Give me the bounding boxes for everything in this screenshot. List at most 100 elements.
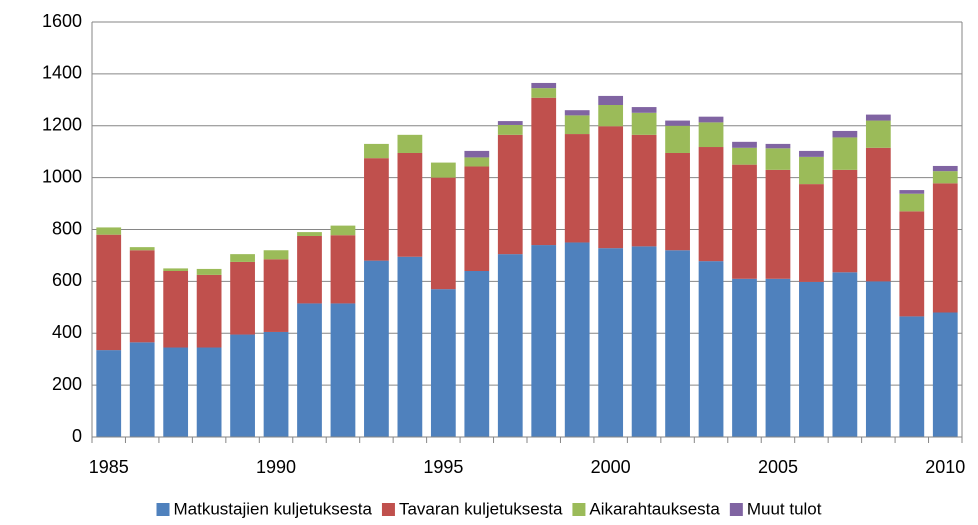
legend-swatch xyxy=(572,503,586,516)
bar-segment xyxy=(732,147,757,165)
bar-segment xyxy=(129,342,155,437)
bar-segment xyxy=(230,254,255,262)
bar-segment xyxy=(163,347,189,437)
bar-segment xyxy=(832,137,858,170)
bar-segment xyxy=(865,114,891,121)
legend-label: Tavaran kuljetuksesta xyxy=(399,499,563,518)
y-tick-label: 1200 xyxy=(42,115,82,135)
bar-segment xyxy=(598,248,624,437)
x-tick-label: 1995 xyxy=(423,457,463,477)
bar-segment xyxy=(397,256,423,437)
bar-segment xyxy=(330,235,356,304)
x-tick-label: 1990 xyxy=(256,457,296,477)
bar-segment xyxy=(899,190,925,194)
bar-segment xyxy=(297,232,322,236)
x-tick-label: 2005 xyxy=(758,457,798,477)
bar-segment xyxy=(932,312,958,437)
legend-label: Matkustajien kuljetuksesta xyxy=(174,499,373,518)
bar-segment xyxy=(598,105,624,127)
bar-segment xyxy=(96,234,122,351)
y-tick-label: 400 xyxy=(52,322,82,342)
y-tick-label: 1600 xyxy=(42,11,82,31)
bar-segment xyxy=(799,150,824,157)
bar-segment xyxy=(497,254,523,437)
bar-segment xyxy=(330,225,356,236)
bar-segment xyxy=(865,147,891,282)
bar-segment xyxy=(96,350,122,437)
bar-segment xyxy=(430,289,456,437)
bar-segment xyxy=(230,261,255,335)
bar-segment xyxy=(531,88,557,98)
bar-segment xyxy=(832,272,858,437)
bar-segment xyxy=(364,260,389,437)
bar-segment xyxy=(430,162,456,178)
bar-segment xyxy=(932,171,958,184)
bar-segment xyxy=(832,169,858,273)
bar-segment xyxy=(531,82,557,89)
bar-segment xyxy=(263,250,289,260)
bar-segment xyxy=(364,143,389,159)
bar-segment xyxy=(932,183,958,313)
bar-segment xyxy=(464,166,490,271)
bar-segment xyxy=(230,334,255,437)
bar-segment xyxy=(732,278,757,437)
bar-segment xyxy=(799,184,824,282)
bar-segment xyxy=(631,134,657,247)
bar-segment xyxy=(698,122,724,148)
bar-segment xyxy=(799,281,824,437)
bar-segment xyxy=(163,268,189,271)
bar-segment xyxy=(665,152,690,251)
bar-segment xyxy=(464,271,490,437)
bar-segment xyxy=(263,331,289,437)
bar-segment xyxy=(665,120,690,126)
bar-segment xyxy=(297,303,322,437)
bar-segment xyxy=(765,278,791,437)
bar-segment xyxy=(397,152,423,257)
bar-segment xyxy=(464,157,490,167)
x-tick-label: 2010 xyxy=(925,457,965,477)
x-tick-label: 2000 xyxy=(591,457,631,477)
bar-segment xyxy=(698,116,724,123)
bar-segment xyxy=(631,107,657,113)
bar-segment xyxy=(899,193,925,212)
bar-segment xyxy=(330,303,356,437)
bar-segment xyxy=(698,147,724,262)
bar-segment xyxy=(899,211,925,317)
bar-segment xyxy=(865,120,891,148)
bar-segment xyxy=(765,143,791,149)
legend-label: Muut tulot xyxy=(747,499,822,518)
bar-segment xyxy=(698,261,724,437)
legend-label: Aikarahtauksesta xyxy=(589,499,720,518)
y-tick-label: 1400 xyxy=(42,63,82,83)
bar-segment xyxy=(598,126,624,249)
bar-segment xyxy=(497,121,523,125)
bar-segment xyxy=(899,316,925,437)
legend-swatch xyxy=(729,503,743,516)
bar-segment xyxy=(765,148,791,170)
y-tick-label: 600 xyxy=(52,270,82,290)
bar-segment xyxy=(364,158,389,261)
bar-segment xyxy=(631,246,657,437)
bar-segment xyxy=(196,268,222,275)
bar-segment xyxy=(430,177,456,290)
bar-segment xyxy=(932,165,958,172)
y-tick-label: 800 xyxy=(52,218,82,238)
bar-segment xyxy=(564,110,590,116)
bar-segment xyxy=(531,97,557,246)
bar-segment xyxy=(564,242,590,437)
bar-segment xyxy=(732,141,757,148)
legend-swatch xyxy=(381,503,395,516)
bar-segment xyxy=(865,281,891,437)
legend-swatch xyxy=(156,503,170,516)
bar-segment xyxy=(129,247,155,251)
bar-segment xyxy=(129,250,155,343)
bar-segment xyxy=(464,150,490,158)
bar-segment xyxy=(732,164,757,279)
bar-segment xyxy=(564,115,590,135)
bar-segment xyxy=(665,125,690,153)
bar-segment xyxy=(163,271,189,348)
y-tick-label: 200 xyxy=(52,374,82,394)
y-tick-label: 0 xyxy=(72,426,82,446)
bar-segment xyxy=(665,250,690,437)
